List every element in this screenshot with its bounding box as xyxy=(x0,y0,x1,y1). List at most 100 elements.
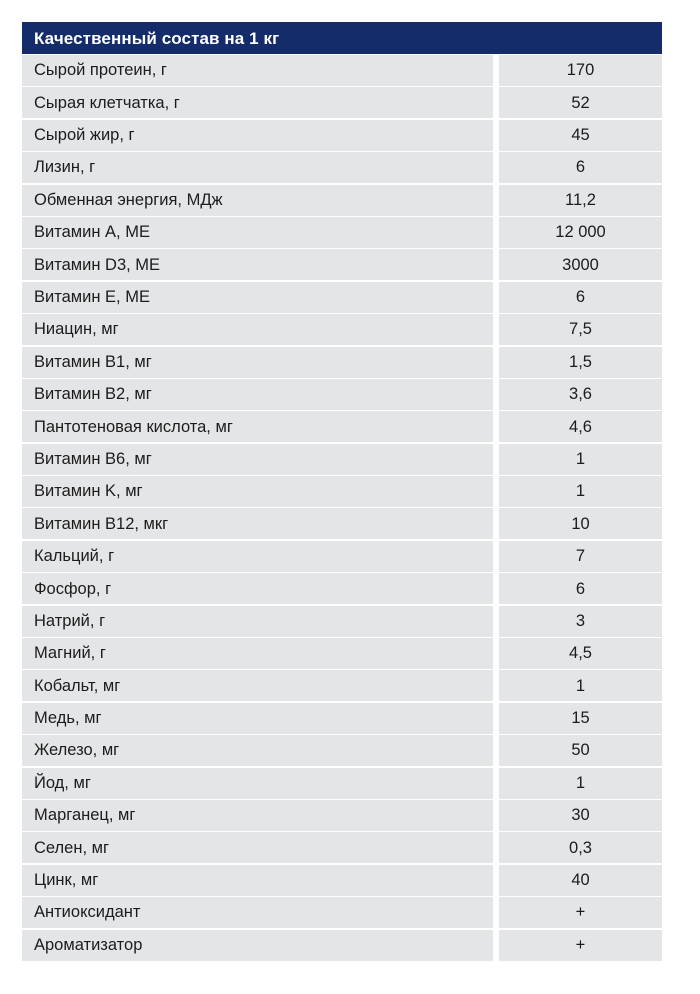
nutrient-value: 0,3 xyxy=(569,838,592,857)
nutrient-value-cell: 7 xyxy=(499,540,662,572)
nutrient-name-cell: Сырой жир, г xyxy=(22,119,493,151)
column-divider xyxy=(493,55,499,86)
table-row: Сырая клетчатка, г 52 xyxy=(22,87,662,119)
nutrient-value: 11,2 xyxy=(565,190,596,209)
nutrient-value-cell: 45 xyxy=(499,119,662,151)
column-divider xyxy=(493,605,499,637)
column-divider xyxy=(493,249,499,281)
nutrient-value-cell: 11,2 xyxy=(499,184,662,216)
column-divider xyxy=(493,314,499,346)
table-row: Лизин, г 6 xyxy=(22,152,662,184)
table-row: Ниацин, мг 7,5 xyxy=(22,314,662,346)
nutrient-value: + xyxy=(575,903,586,922)
nutrient-value-cell: 6 xyxy=(499,573,662,605)
nutrient-value: 3000 xyxy=(562,255,599,274)
column-divider xyxy=(493,767,499,799)
nutrient-name: Сырой протеин, г xyxy=(34,61,167,80)
nutrient-value-cell: 1 xyxy=(499,670,662,702)
nutrient-name-cell: Витамин E, МЕ xyxy=(22,281,493,313)
nutrient-name-cell: Кобальт, мг xyxy=(22,670,493,702)
table-row: Магний, г 4,5 xyxy=(22,638,662,670)
nutrient-value: 1,5 xyxy=(569,352,592,371)
nutrient-name-cell: Обменная энергия, МДж xyxy=(22,184,493,216)
nutrient-value-cell: 3 xyxy=(499,605,662,637)
nutrient-name: Медь, мг xyxy=(34,709,102,728)
column-divider xyxy=(493,476,499,508)
nutrient-name-cell: Витамин B1, мг xyxy=(22,346,493,378)
nutrient-name-cell: Антиоксидант xyxy=(22,897,493,929)
nutrient-value: 52 xyxy=(571,93,590,112)
table-row: Витамин B1, мг 1,5 xyxy=(22,346,662,378)
nutrient-name-cell: Ниацин, мг xyxy=(22,314,493,346)
nutrient-name-cell: Марганец, мг xyxy=(22,799,493,831)
nutrient-name: Цинк, мг xyxy=(34,871,99,890)
nutrient-name-cell: Кальций, г xyxy=(22,540,493,572)
table-row: Витамин B6, мг 1 xyxy=(22,443,662,475)
table-row: Витамин A, МЕ 12 000 xyxy=(22,216,662,248)
nutrient-name-cell: Фосфор, г xyxy=(22,573,493,605)
nutrient-name: Селен, мг xyxy=(34,838,109,857)
nutrient-value: 7 xyxy=(575,547,586,566)
nutrient-value: 50 xyxy=(571,741,590,760)
nutrient-name-cell: Йод, мг xyxy=(22,767,493,799)
nutrient-name-cell: Железо, мг xyxy=(22,735,493,767)
nutrient-value: 10 xyxy=(571,514,590,533)
table-row: Витамин B2, мг 3,6 xyxy=(22,378,662,410)
nutrient-name: Марганец, мг xyxy=(34,806,136,825)
nutrient-value-cell: 40 xyxy=(499,864,662,896)
table-row: Витамин B12, мкг 10 xyxy=(22,508,662,540)
nutrient-value: 30 xyxy=(571,806,590,825)
nutrient-name-cell: Витамин K, мг xyxy=(22,476,493,508)
composition-table: Качественный состав на 1 кг Сырой протеи… xyxy=(22,22,662,962)
table-header: Качественный состав на 1 кг xyxy=(22,22,662,54)
nutrient-name-cell: Сырой протеин, г xyxy=(22,55,493,86)
nutrient-value-cell: 1 xyxy=(499,767,662,799)
nutrient-name: Витамин K, мг xyxy=(34,482,143,501)
nutrient-value-cell: 0,3 xyxy=(499,832,662,864)
nutrient-value-cell: 12 000 xyxy=(499,216,662,248)
nutrient-name: Пантотеновая кислота, мг xyxy=(34,417,233,436)
nutrient-name: Ниацин, мг xyxy=(34,320,119,339)
nutrient-name-cell: Цинк, мг xyxy=(22,864,493,896)
column-divider xyxy=(493,897,499,929)
nutrient-value: 15 xyxy=(571,709,590,728)
nutrient-name-cell: Витамин B2, мг xyxy=(22,378,493,410)
nutrient-value-cell: 4,6 xyxy=(499,411,662,443)
nutrient-name-cell: Пантотеновая кислота, мг xyxy=(22,411,493,443)
nutrient-value-cell: 6 xyxy=(499,152,662,184)
column-divider xyxy=(493,735,499,767)
nutrient-value: 40 xyxy=(571,871,590,890)
nutrient-value: 3,6 xyxy=(569,385,592,404)
column-divider xyxy=(493,540,499,572)
nutrient-value-cell: 3,6 xyxy=(499,378,662,410)
table-row: Марганец, мг 30 xyxy=(22,799,662,831)
nutrient-value: 6 xyxy=(575,579,586,598)
nutrient-value-cell: 7,5 xyxy=(499,314,662,346)
column-divider xyxy=(493,929,499,961)
nutrient-value-cell: + xyxy=(499,897,662,929)
nutrient-value: 3 xyxy=(575,611,586,630)
column-divider xyxy=(493,281,499,313)
nutrient-value-cell: 1,5 xyxy=(499,346,662,378)
nutrient-name-cell: Витамин B6, мг xyxy=(22,443,493,475)
nutrient-value: 4,5 xyxy=(569,644,592,663)
table-title: Качественный состав на 1 кг xyxy=(34,28,280,48)
nutrient-name-cell: Селен, мг xyxy=(22,832,493,864)
table-row: Ароматизатор + xyxy=(22,929,662,961)
nutrient-value-cell: 1 xyxy=(499,476,662,508)
nutrient-value-cell: 52 xyxy=(499,87,662,119)
table-row: Сырой жир, г 45 xyxy=(22,119,662,151)
nutrient-value-cell: 1 xyxy=(499,443,662,475)
table-row: Селен, мг 0,3 xyxy=(22,832,662,864)
column-divider xyxy=(493,670,499,702)
table-body: Сырой протеин, г 170 Сырая клетчатка, г 52 С… xyxy=(22,55,662,961)
table-row: Натрий, г 3 xyxy=(22,605,662,637)
nutrient-value: 1 xyxy=(575,676,586,695)
nutrient-name: Кальций, г xyxy=(34,547,115,566)
nutrient-name: Витамин E, МЕ xyxy=(34,287,150,306)
nutrient-name: Магний, г xyxy=(34,644,106,663)
nutrient-value: 12 000 xyxy=(555,223,606,242)
nutrient-name-cell: Медь, мг xyxy=(22,702,493,734)
table-row: Железо, мг 50 xyxy=(22,735,662,767)
column-divider xyxy=(493,184,499,216)
